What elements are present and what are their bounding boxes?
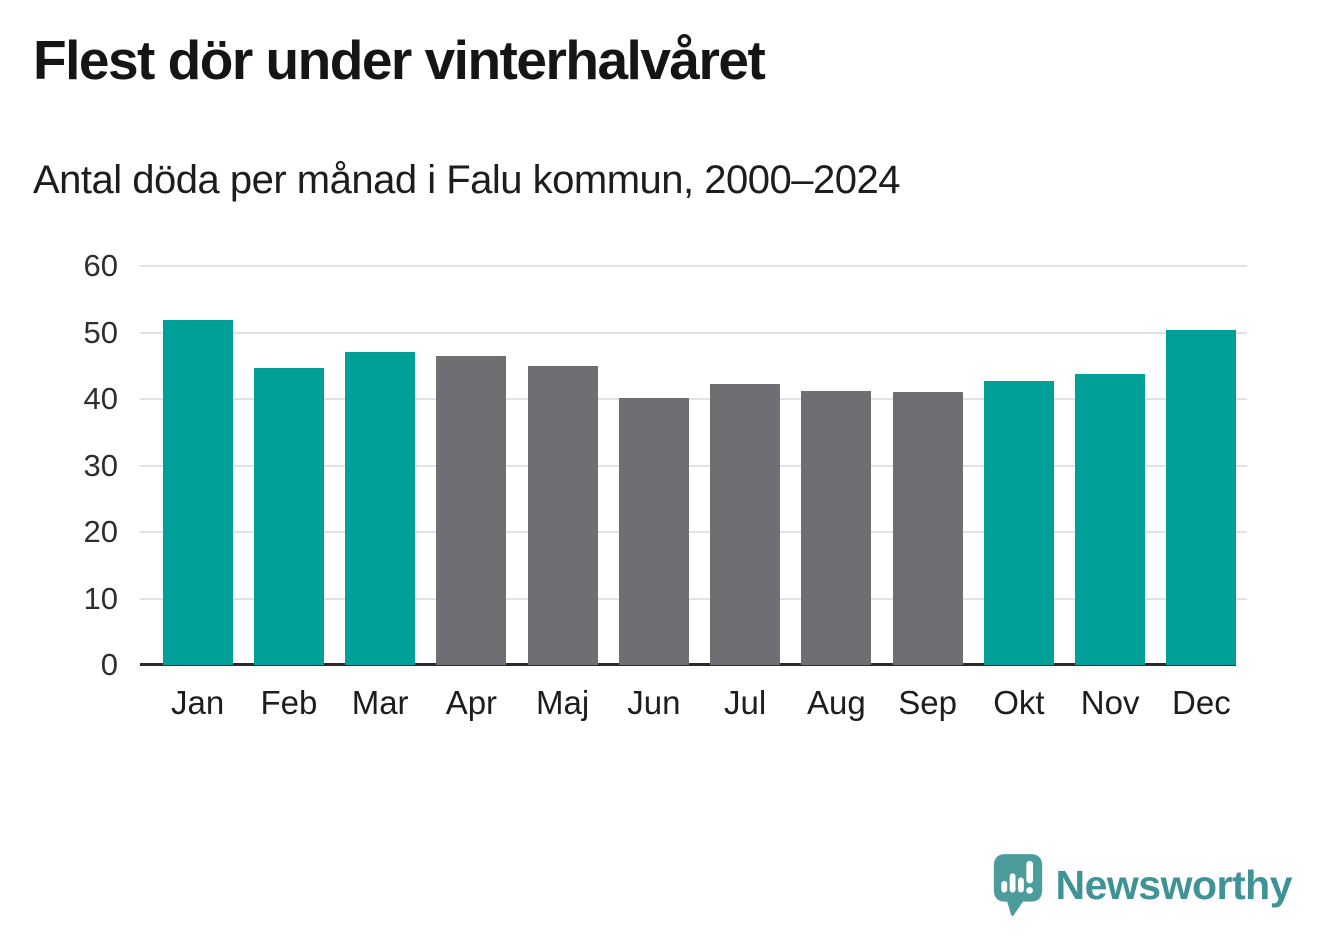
chart-subtitle: Antal döda per månad i Falu kommun, 2000… — [33, 158, 900, 202]
bar-feb — [253, 367, 324, 665]
bar-nov — [1075, 373, 1146, 665]
x-tick-label-jan: Jan — [171, 684, 225, 721]
gridline-40 — [140, 398, 1247, 400]
x-tick-label-dec: Dec — [1172, 684, 1231, 721]
x-tick-label-nov: Nov — [1080, 684, 1140, 721]
y-tick-label-40: 40 — [83, 381, 118, 416]
bar-okt — [983, 381, 1054, 665]
bar-slot-feb — [243, 266, 334, 665]
gridline-60 — [140, 265, 1247, 267]
bar-slot-mar — [335, 266, 426, 665]
x-tick-label-aug: Aug — [807, 684, 866, 721]
newsworthy-logo: Newsworthy — [993, 853, 1293, 917]
brand-name: Newsworthy — [1055, 861, 1293, 908]
x-tick-label-jun: Jun — [627, 684, 681, 721]
x-tick-label-sep: Sep — [898, 684, 957, 721]
gridline-10 — [140, 597, 1247, 600]
x-tick-label-mar: Mar — [351, 684, 409, 721]
bar-slot-aug — [791, 266, 882, 665]
y-tick-label-10: 10 — [83, 580, 118, 616]
bar-series — [140, 266, 1247, 665]
bar-slot-sep — [882, 266, 973, 665]
x-tick-label-feb: Feb — [260, 684, 318, 721]
x-tick-label-apr: Apr — [445, 684, 498, 721]
x-tick-label-jul: Jul — [724, 684, 767, 721]
gridline-50 — [140, 331, 1247, 334]
bar-slot-maj — [517, 266, 608, 665]
bar-slot-nov — [1065, 266, 1156, 665]
y-tick-label-50: 50 — [83, 314, 118, 350]
bar-slot-apr — [426, 266, 517, 665]
bar-slot-dec — [1156, 266, 1247, 665]
gridline-30 — [140, 464, 1247, 467]
y-tick-label-60: 60 — [83, 248, 118, 283]
x-tick-label-okt: Okt — [993, 684, 1045, 721]
bar-slot-okt — [973, 266, 1064, 665]
chart-title: Flest dör under vinterhalvåret — [33, 29, 766, 91]
bar-jun — [618, 398, 689, 665]
y-tick-label-0: 0 — [100, 647, 118, 682]
y-tick-label-20: 20 — [83, 514, 118, 549]
bar-chart-plot-area — [140, 265, 1247, 666]
y-tick-label-30: 30 — [83, 447, 118, 483]
bar-slot-jan — [152, 266, 243, 665]
x-tick-label-maj: Maj — [536, 684, 590, 721]
bar-aug — [801, 391, 872, 665]
y-axis-tick-labels: 0 10 20 30 40 50 60 — [0, 250, 118, 680]
bar-slot-jun — [608, 266, 699, 665]
bar-apr — [436, 355, 507, 665]
bar-sep — [892, 392, 963, 665]
gridline-20 — [140, 531, 1247, 533]
x-axis-tick-labels: Jan Feb Mar Apr Maj Jun Jul Aug Sep Okt Nov Dec — [140, 684, 1247, 722]
bar-maj — [527, 365, 598, 665]
bar-mar — [345, 352, 416, 665]
bar-jul — [710, 384, 781, 665]
bar-dec — [1166, 329, 1237, 665]
bar-slot-jul — [700, 266, 791, 665]
newsworthy-speech-bubble-barchart-icon — [993, 854, 1042, 917]
bar-jan — [162, 319, 233, 665]
